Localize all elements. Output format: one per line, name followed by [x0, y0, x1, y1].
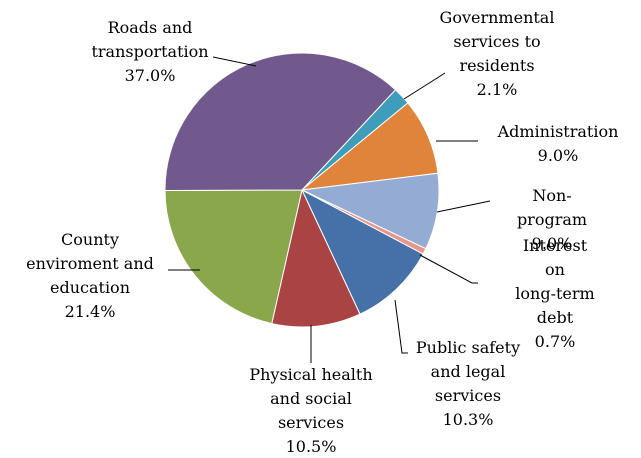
value-label: 0.7%	[534, 332, 576, 351]
value-label: 37.0%	[124, 66, 176, 85]
slice-label: Roads and transportation 37.0%	[91, 16, 208, 88]
category-label: Physical health and social services	[249, 365, 373, 432]
value-label: 21.4%	[64, 302, 116, 321]
category-label: Administration	[497, 122, 619, 141]
category-label: Roads and transportation	[91, 18, 209, 61]
slice-label: Physical health and social services 10.5%	[249, 363, 372, 458]
slice-label: Non-program 9.0%	[508, 184, 597, 256]
category-label: Governmental services to residents	[439, 8, 555, 75]
category-label: Public safety and legal services	[415, 338, 521, 405]
slice-label: Public safety and legal services 10.3%	[416, 336, 520, 432]
category-label: Non-program	[516, 186, 588, 229]
value-label: 9.0%	[531, 234, 573, 253]
slice-label: Interest on long-term debt 0.7%	[512, 234, 598, 354]
leader-line	[212, 56, 257, 67]
leader-line	[419, 254, 478, 284]
value-label: 10.3%	[442, 410, 494, 429]
leader-line	[403, 72, 446, 100]
leader-line	[436, 200, 491, 213]
value-label: 9.0%	[537, 146, 579, 165]
value-label: 2.1%	[476, 80, 518, 99]
pie-slice	[164, 189, 303, 325]
leader-line	[394, 299, 408, 354]
slice-label: County enviroment and education 21.4%	[26, 228, 154, 324]
category-label: Interest on long-term debt	[515, 236, 595, 327]
pie-slice	[271, 188, 361, 328]
pie-slice	[300, 188, 424, 315]
slice-label: Governmental services to residents 2.1%	[440, 6, 555, 102]
value-label: 10.5%	[285, 437, 337, 456]
slice-label: Administration 9.0%	[498, 120, 619, 168]
category-label: County enviroment and education	[26, 230, 154, 297]
